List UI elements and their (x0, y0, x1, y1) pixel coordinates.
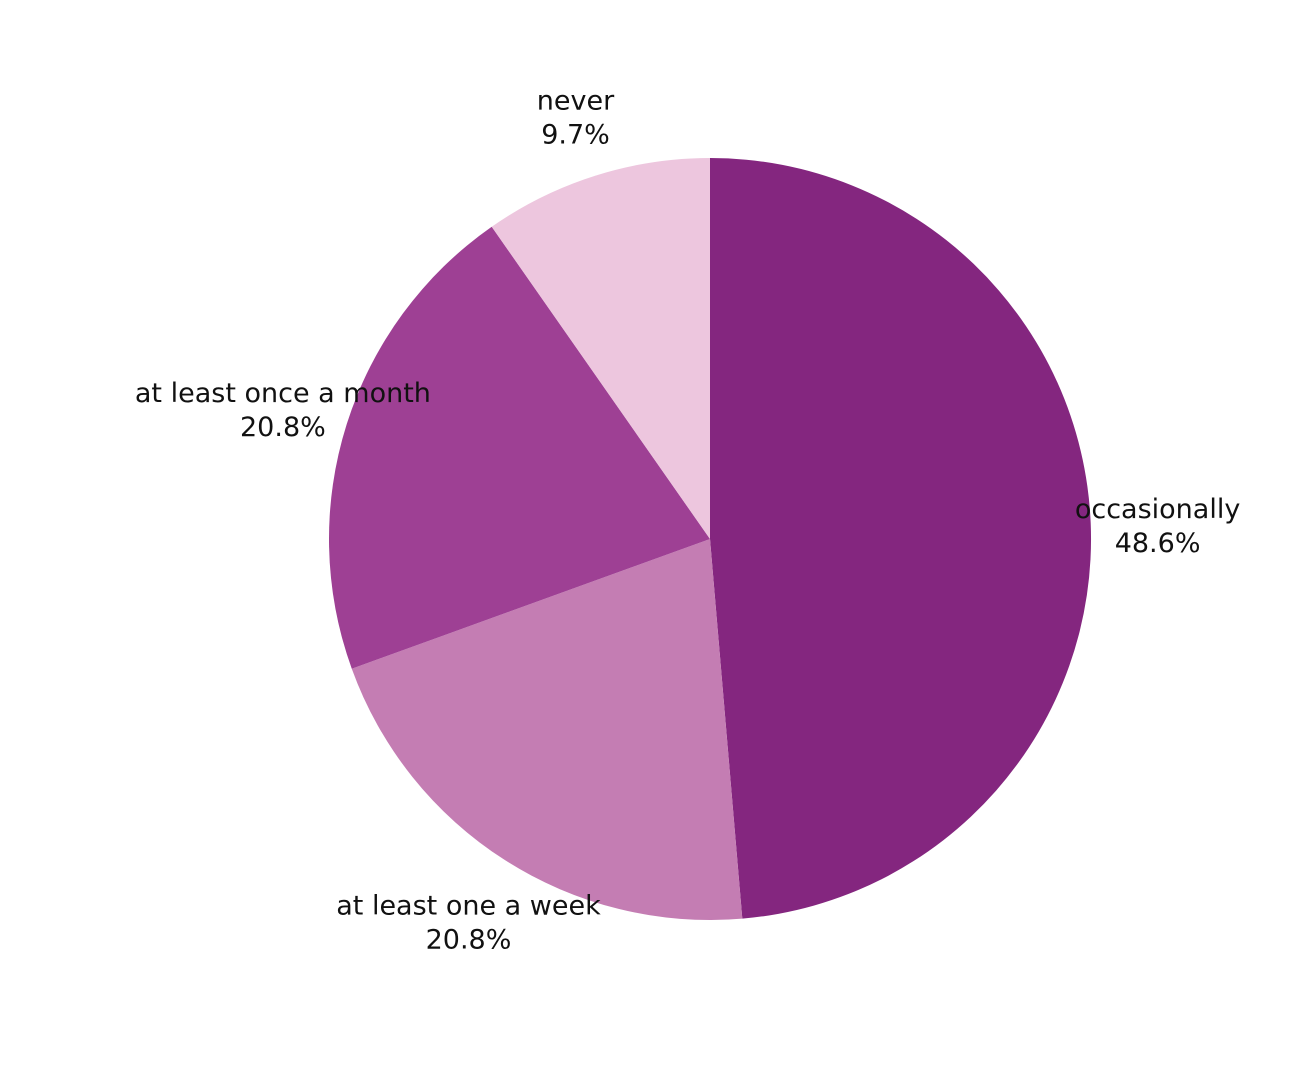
pie-slice-at-least-once-a-month (328, 226, 710, 669)
slice-label-at-least-one-a-week: at least one a week 20.8% (336, 890, 601, 955)
pie-slice-at-least-one-a-week (351, 539, 743, 921)
slice-value-label: 20.8% (426, 924, 512, 955)
slice-label-at-least-once-a-month: at least once a month 20.8% (135, 378, 431, 443)
pie-slice-never (491, 158, 710, 539)
pie-slice-occasionally (710, 157, 1092, 919)
slice-value-label: 20.8% (240, 412, 326, 443)
slice-value-label: 9.7% (541, 120, 610, 151)
pie-slices (328, 157, 1092, 921)
slice-category-label: at least once a month (135, 378, 431, 409)
slice-category-label: at least one a week (336, 890, 601, 921)
pie-labels: occasionally 48.6%at least one a week 20.8… (135, 86, 1240, 956)
slice-category-label: never (537, 86, 615, 117)
slice-label-never: never 9.7% (537, 86, 615, 151)
slice-label-occasionally: occasionally 48.6% (1075, 494, 1241, 559)
slice-value-label: 48.6% (1115, 528, 1201, 559)
slice-category-label: occasionally (1075, 494, 1241, 525)
